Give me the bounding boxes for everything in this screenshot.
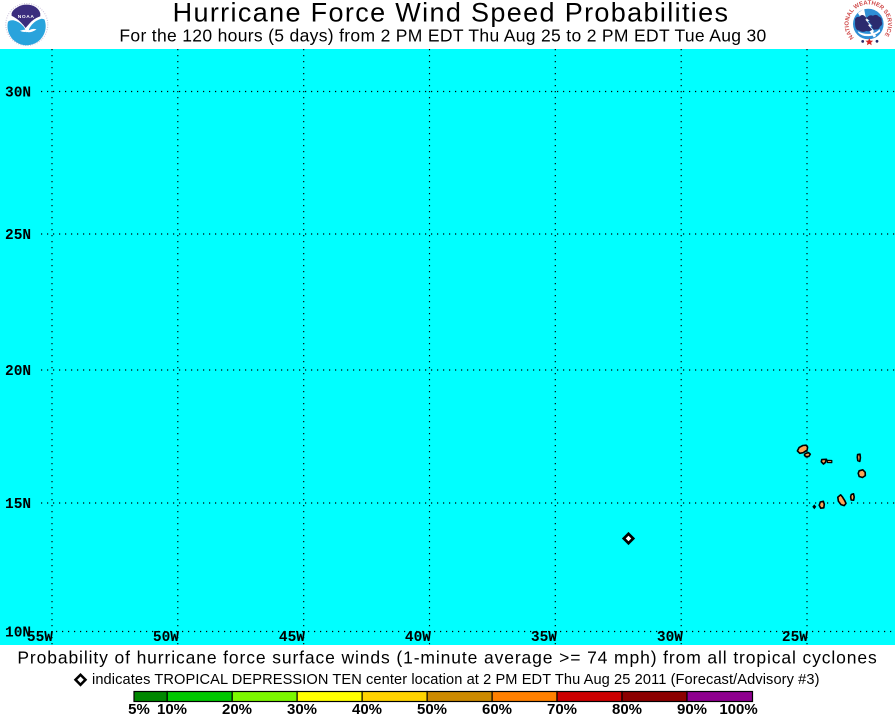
svg-text:50W: 50W xyxy=(153,630,179,646)
svg-text:Probability of hurricane force: Probability of hurricane force surface w… xyxy=(17,648,877,668)
svg-text:10%: 10% xyxy=(157,701,187,716)
svg-text:10N: 10N xyxy=(5,626,31,642)
svg-text:20%: 20% xyxy=(222,701,252,716)
svg-text:55W: 55W xyxy=(27,630,53,646)
svg-text:80%: 80% xyxy=(612,701,642,716)
svg-text:100%: 100% xyxy=(719,701,757,716)
svg-text:60%: 60% xyxy=(482,701,512,716)
svg-text:90%: 90% xyxy=(677,701,707,716)
svg-text:Hurricane Force Wind Speed Pro: Hurricane Force Wind Speed Probabilities xyxy=(173,0,730,28)
svg-text:35W: 35W xyxy=(531,630,557,646)
svg-text:NOAA: NOAA xyxy=(18,14,35,20)
svg-text:45W: 45W xyxy=(279,630,305,646)
svg-text:15N: 15N xyxy=(5,497,31,513)
svg-text:30N: 30N xyxy=(5,86,31,102)
svg-text:50%: 50% xyxy=(417,701,447,716)
svg-text:40%: 40% xyxy=(352,701,382,716)
svg-text:30W: 30W xyxy=(657,630,683,646)
svg-text:5%: 5% xyxy=(128,701,150,716)
svg-text:20N: 20N xyxy=(5,364,31,380)
svg-text:70%: 70% xyxy=(547,701,577,716)
svg-text:indicates TROPICAL DEPRESSION: indicates TROPICAL DEPRESSION TEN center… xyxy=(92,672,820,688)
svg-text:For the 120 hours (5 days) fro: For the 120 hours (5 days) from 2 PM EDT… xyxy=(119,26,766,46)
svg-text:25W: 25W xyxy=(782,630,808,646)
svg-text:30%: 30% xyxy=(287,701,317,716)
svg-text:25N: 25N xyxy=(5,228,31,244)
svg-text:40W: 40W xyxy=(405,630,431,646)
